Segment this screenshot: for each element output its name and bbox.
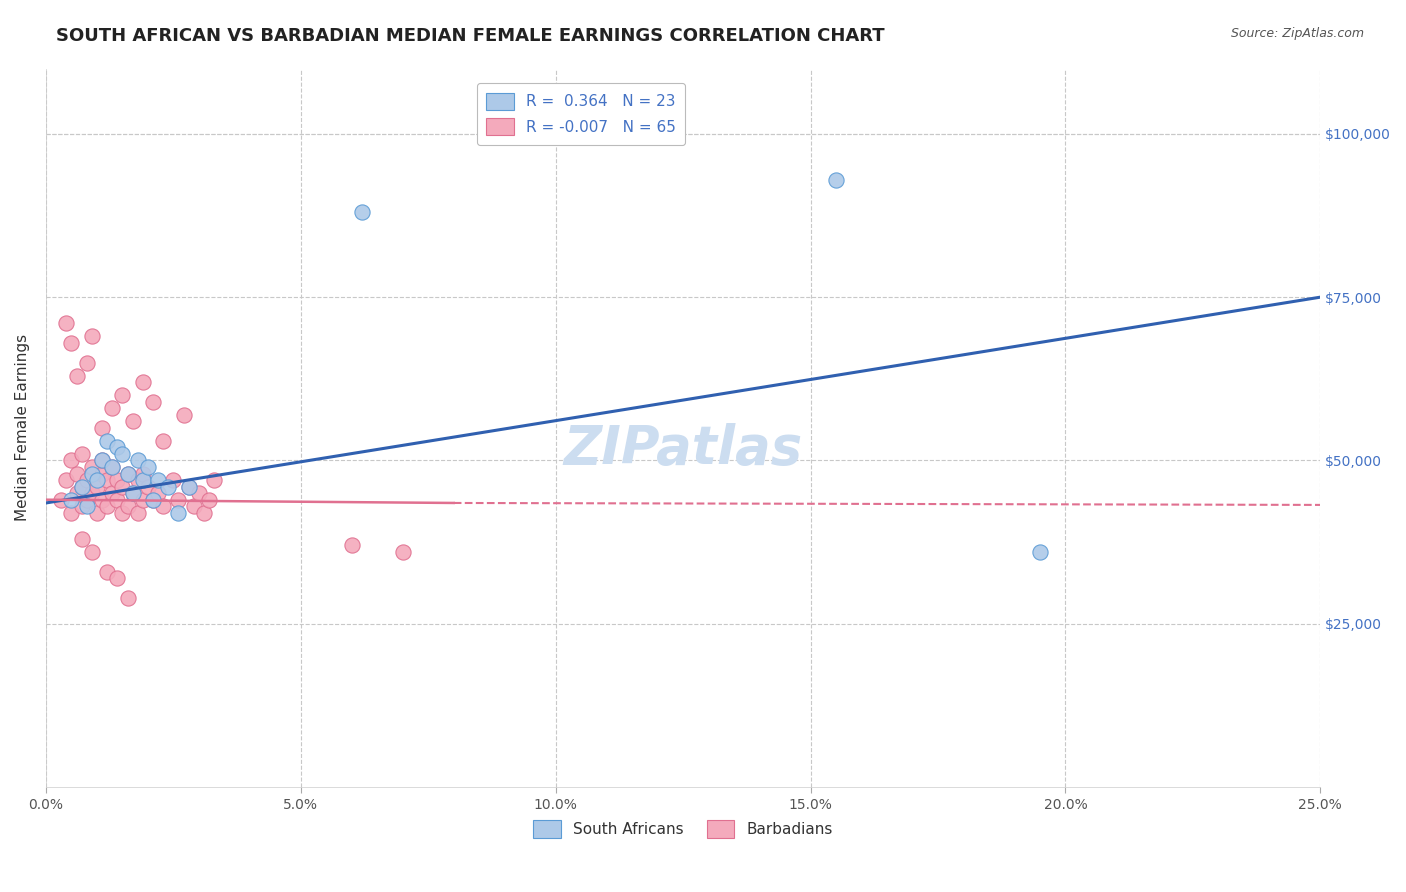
Point: [70, 480, 93, 494]
Text: Source: ZipAtlas.com: Source: ZipAtlas.com: [1230, 27, 1364, 40]
Point: [117, 500, 139, 514]
Point: [91, 453, 114, 467]
Point: [152, 500, 174, 514]
Point: [101, 460, 124, 475]
Point: [162, 473, 184, 487]
Point: [117, 591, 139, 605]
Point: [101, 460, 124, 475]
Text: SOUTH AFRICAN VS BARBADIAN MEDIAN FEMALE EARNINGS CORRELATION CHART: SOUTH AFRICAN VS BARBADIAN MEDIAN FEMALE…: [56, 27, 884, 45]
Point: [121, 486, 143, 500]
Point: [105, 492, 128, 507]
Point: [91, 467, 114, 481]
Point: [117, 467, 139, 481]
Point: [146, 486, 169, 500]
Point: [80, 460, 103, 475]
Point: [105, 571, 128, 585]
Point: [86, 506, 108, 520]
Point: [173, 408, 195, 422]
Point: [198, 492, 221, 507]
Point: [167, 506, 190, 520]
Legend: South Africans, Barbadians: South Africans, Barbadians: [527, 814, 839, 844]
Point: [350, 205, 373, 219]
Point: [111, 388, 134, 402]
Point: [202, 473, 225, 487]
Point: [127, 473, 149, 487]
Point: [76, 355, 98, 369]
Point: [136, 460, 159, 475]
Point: [65, 467, 87, 481]
Point: [70, 480, 93, 494]
Point: [55, 316, 77, 330]
Point: [1029, 545, 1052, 559]
Point: [193, 506, 215, 520]
Point: [55, 473, 77, 487]
Point: [132, 473, 155, 487]
Point: [51, 492, 73, 507]
Point: [80, 545, 103, 559]
Point: [146, 473, 169, 487]
Point: [167, 492, 190, 507]
Text: ZIPatlas: ZIPatlas: [564, 424, 803, 475]
Point: [91, 421, 114, 435]
Point: [70, 447, 93, 461]
Point: [96, 500, 118, 514]
Point: [177, 480, 200, 494]
Point: [60, 453, 83, 467]
Point: [132, 467, 155, 481]
Point: [187, 486, 209, 500]
Point: [111, 447, 134, 461]
Point: [76, 500, 98, 514]
Point: [136, 480, 159, 494]
Point: [60, 335, 83, 350]
Point: [76, 473, 98, 487]
Point: [91, 453, 114, 467]
Point: [132, 492, 155, 507]
Point: [86, 473, 108, 487]
Point: [96, 434, 118, 448]
Point: [80, 486, 103, 500]
Point: [340, 538, 363, 552]
Point: [121, 414, 143, 428]
Point: [80, 467, 103, 481]
Point: [142, 492, 165, 507]
Point: [101, 401, 124, 416]
Point: [142, 492, 165, 507]
Point: [96, 473, 118, 487]
Point: [70, 532, 93, 546]
Point: [157, 480, 180, 494]
Point: [121, 486, 143, 500]
Point: [127, 506, 149, 520]
Point: [152, 434, 174, 448]
Point: [91, 492, 114, 507]
Point: [60, 506, 83, 520]
Point: [183, 500, 205, 514]
Point: [825, 172, 848, 186]
Point: [142, 394, 165, 409]
Y-axis label: Median Female Earnings: Median Female Earnings: [15, 334, 30, 522]
Point: [391, 545, 413, 559]
Point: [105, 441, 128, 455]
Point: [76, 492, 98, 507]
Point: [111, 506, 134, 520]
Point: [111, 480, 134, 494]
Point: [101, 486, 124, 500]
Point: [132, 375, 155, 389]
Point: [60, 492, 83, 507]
Point: [96, 565, 118, 579]
Point: [86, 480, 108, 494]
Point: [105, 473, 128, 487]
Point: [65, 368, 87, 383]
Point: [127, 453, 149, 467]
Point: [117, 467, 139, 481]
Point: [70, 500, 93, 514]
Point: [65, 486, 87, 500]
Point: [80, 329, 103, 343]
Point: [177, 480, 200, 494]
